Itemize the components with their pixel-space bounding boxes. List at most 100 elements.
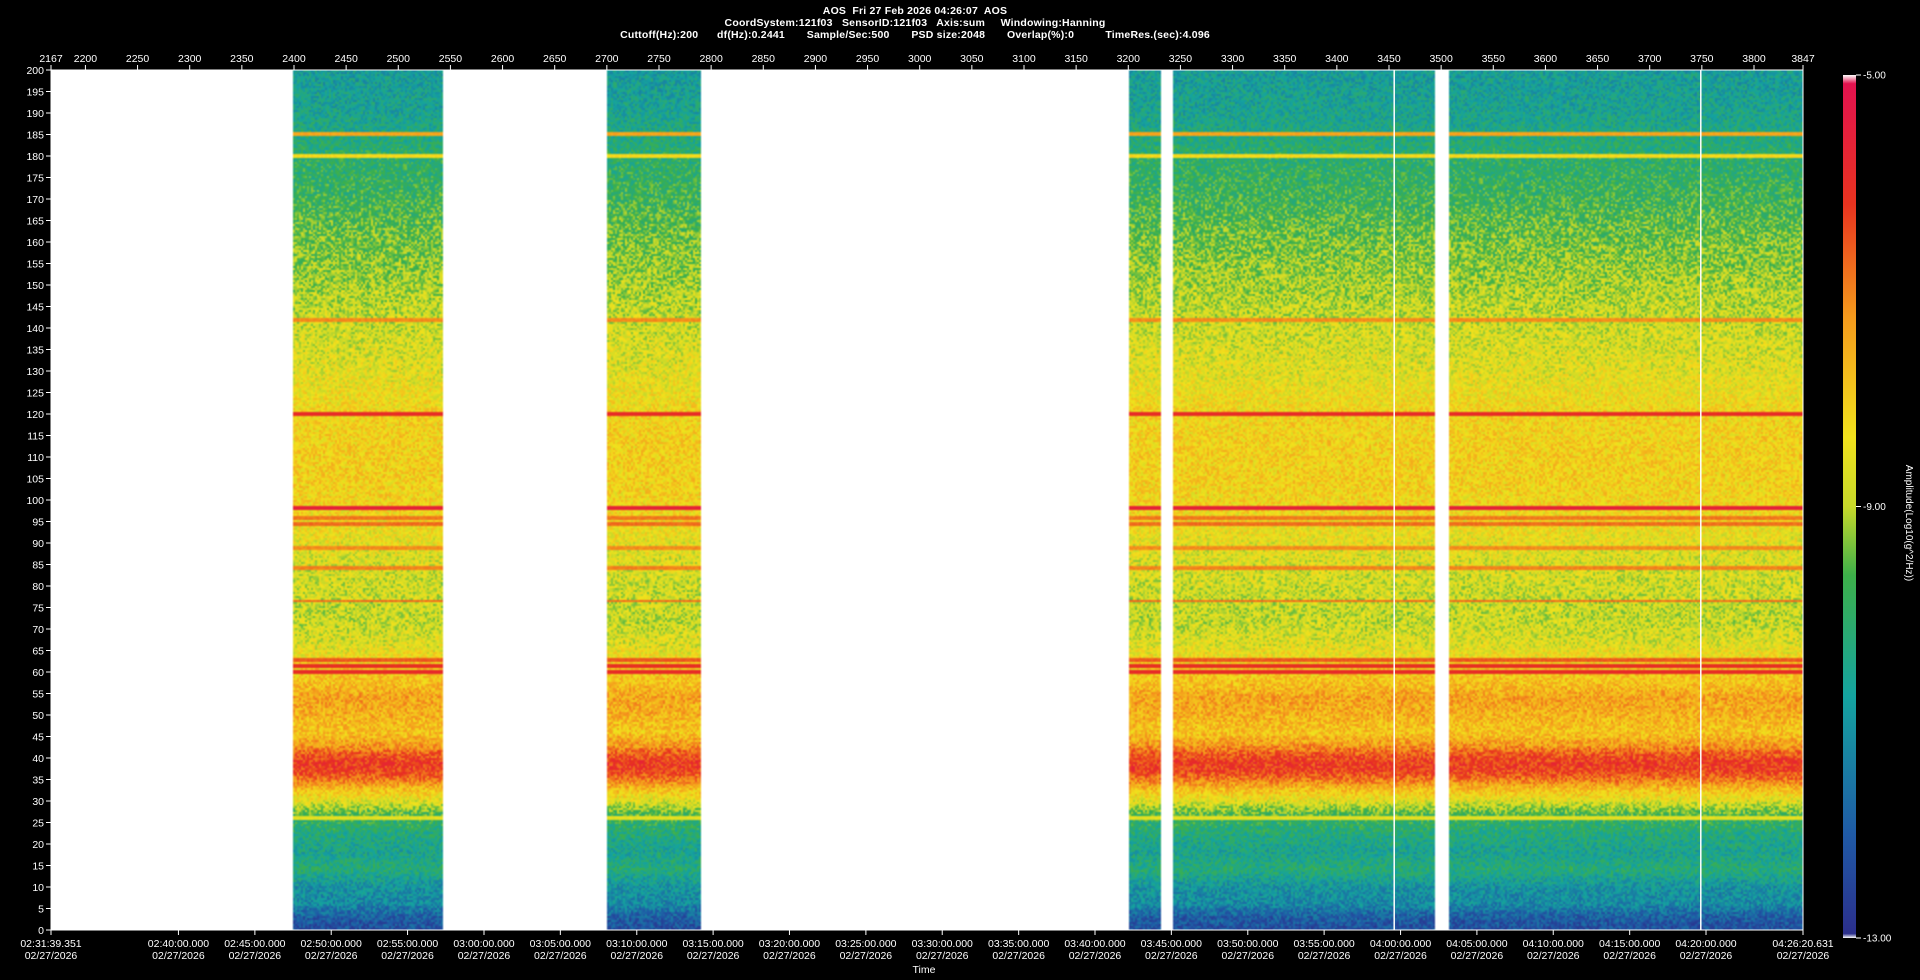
y-tick-label: 160 — [26, 237, 44, 249]
y-tick-label: 195 — [26, 86, 44, 98]
colorbar-label: Amplitude(Log10(g^2/Hz)) — [1903, 465, 1914, 581]
bottom-tick-date: 02/27/2026 — [763, 950, 816, 962]
bottom-tick-time: 03:45:00.000 — [1141, 938, 1202, 950]
top-tick-label: 2750 — [647, 53, 671, 65]
top-tick-label: 2800 — [699, 53, 723, 65]
y-tick-label: 175 — [26, 172, 44, 184]
bottom-tick-date: 02/27/2026 — [381, 950, 434, 962]
y-tick-label: 55 — [32, 688, 44, 700]
bottom-tick-date: 02/27/2026 — [1298, 950, 1351, 962]
bottom-tick-time: 03:30:00.000 — [912, 938, 973, 950]
top-tick-label: 3250 — [1169, 53, 1193, 65]
y-tick-label: 0 — [38, 925, 44, 937]
bottom-tick-date: 02/27/2026 — [916, 950, 969, 962]
y-tick-label: 170 — [26, 194, 44, 206]
y-tick-label: 130 — [26, 366, 44, 378]
y-tick-label: 20 — [32, 839, 44, 851]
top-tick-label: 2400 — [282, 53, 306, 65]
y-tick-label: 15 — [32, 860, 44, 872]
bottom-tick-time: 02:50:00.000 — [301, 938, 362, 950]
y-tick-label: 135 — [26, 344, 44, 356]
bottom-tick-date: 02/27/2026 — [1374, 950, 1427, 962]
y-tick-label: 35 — [32, 774, 44, 786]
top-tick-label: 2500 — [387, 53, 411, 65]
bottom-tick-date: 02/27/2026 — [1069, 950, 1122, 962]
colorbar: -5.00 -9.00 -13.00 Amplitude(Log10(g^2/Hz)) — [1843, 71, 1914, 945]
y-tick-label: 180 — [26, 151, 44, 163]
bottom-tick-date: 02/27/2026 — [152, 950, 205, 962]
y-tick-label: 120 — [26, 409, 44, 421]
top-tick-label: 2550 — [439, 53, 463, 65]
top-tick-label: 2350 — [230, 53, 254, 65]
y-tick-label: 185 — [26, 129, 44, 141]
top-tick-label: 3800 — [1742, 53, 1766, 65]
bottom-tick-time: 04:20:00.000 — [1675, 938, 1736, 950]
top-tick-label: 3150 — [1064, 53, 1088, 65]
top-tick-label: 3300 — [1221, 53, 1245, 65]
y-tick-label: 105 — [26, 473, 44, 485]
top-tick-label: 2700 — [595, 53, 619, 65]
y-tick-label: 165 — [26, 215, 44, 227]
bottom-tick-time: 02:55:00.000 — [377, 938, 438, 950]
top-tick-label: 3200 — [1117, 53, 1141, 65]
y-tick-label: 190 — [26, 108, 44, 120]
bottom-tick-date: 02/27/2026 — [305, 950, 358, 962]
y-tick-label: 110 — [27, 452, 44, 464]
bottom-tick-time: 03:00:00.000 — [453, 938, 514, 950]
bottom-tick-time: 03:55:00.000 — [1293, 938, 1354, 950]
bottom-tick-time: 03:40:00.000 — [1064, 938, 1125, 950]
bottom-tick-time: 02:31:39.351 — [20, 938, 81, 950]
top-tick-label: 3350 — [1273, 53, 1297, 65]
y-tick-label: 65 — [32, 645, 44, 657]
y-tick-label: 85 — [32, 559, 44, 571]
x-axis-label: Time — [913, 964, 936, 976]
top-tick-label: 2600 — [491, 53, 515, 65]
chart-title: AOS Fri 27 Feb 2026 04:26:07 AOS — [822, 5, 1008, 17]
top-tick-label: 2950 — [856, 53, 880, 65]
bottom-tick-date: 02/27/2026 — [1527, 950, 1580, 962]
top-tick-label: 3847 — [1791, 53, 1815, 65]
bottom-tick-date: 02/27/2026 — [687, 950, 740, 962]
y-tick-label: 150 — [26, 280, 44, 292]
bottom-tick-time: 03:35:00.000 — [988, 938, 1049, 950]
y-tick-label: 40 — [32, 753, 44, 765]
bottom-tick-date: 02/27/2026 — [1145, 950, 1198, 962]
top-tick-label: 2200 — [74, 53, 98, 65]
colorbar-tick-label: -13.00 — [1863, 934, 1892, 945]
chart-subtitle-params: Cuttoff(Hz):200 df(Hz):0.2441 Sample/Sec… — [620, 29, 1210, 41]
bottom-tick-date: 02/27/2026 — [840, 950, 893, 962]
top-tick-label: 3600 — [1534, 53, 1558, 65]
top-tick-label: 2450 — [334, 53, 358, 65]
top-tick-label: 2250 — [126, 53, 150, 65]
y-tick-label: 155 — [26, 258, 44, 270]
y-tick-label: 30 — [32, 796, 44, 808]
top-tick-label: 3650 — [1586, 53, 1610, 65]
top-tick-label: 3550 — [1482, 53, 1506, 65]
y-tick-label: 125 — [26, 387, 44, 399]
bottom-tick-date: 02/27/2026 — [229, 950, 282, 962]
bottom-tick-date: 02/27/2026 — [992, 950, 1045, 962]
y-tick-label: 75 — [32, 602, 44, 614]
y-tick-label: 5 — [38, 903, 44, 915]
top-tick-label: 3100 — [1012, 53, 1036, 65]
y-tick-label: 145 — [26, 301, 44, 313]
y-tick-label: 60 — [32, 667, 44, 679]
top-tick-label: 3050 — [960, 53, 984, 65]
bottom-tick-date: 02/27/2026 — [458, 950, 511, 962]
colorbar-tick-label: -5.00 — [1863, 71, 1886, 82]
top-tick-label: 2650 — [543, 53, 567, 65]
top-tick-label: 3700 — [1638, 53, 1662, 65]
y-tick-label: 90 — [32, 538, 44, 550]
y-tick-label: 140 — [26, 323, 44, 335]
y-tick-label: 115 — [27, 430, 44, 442]
bottom-tick-time: 03:05:00.000 — [530, 938, 591, 950]
top-tick-label: 3450 — [1377, 53, 1401, 65]
top-tick-label: 3000 — [908, 53, 932, 65]
y-tick-label: 95 — [32, 516, 44, 528]
bottom-tick-time: 04:00:00.000 — [1370, 938, 1431, 950]
bottom-tick-time: 04:26:20.631 — [1772, 938, 1833, 950]
y-tick-label: 45 — [32, 731, 44, 743]
top-tick-label: 2900 — [804, 53, 828, 65]
bottom-tick-date: 02/27/2026 — [1451, 950, 1504, 962]
